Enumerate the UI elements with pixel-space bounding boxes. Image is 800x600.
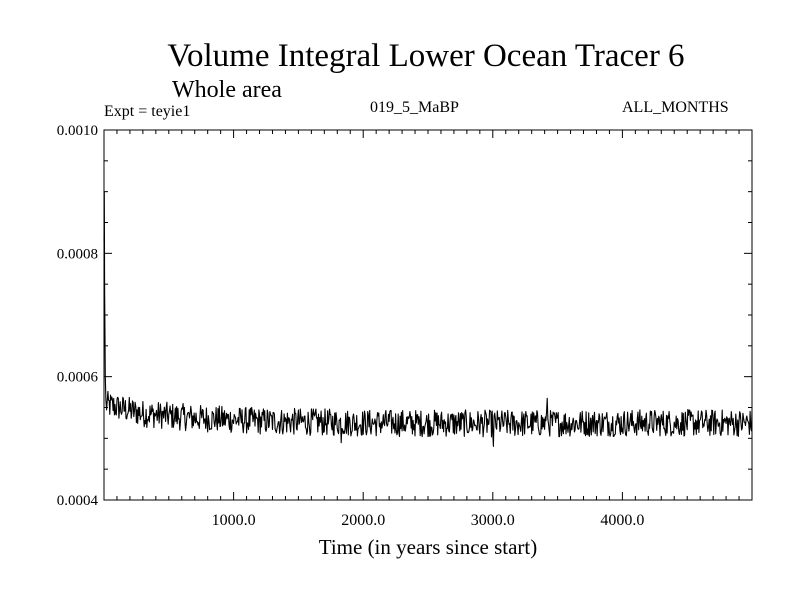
y-tick-label: 0.0010 [57, 123, 98, 139]
x-axis-label: Time (in years since start) [318, 535, 538, 559]
months-label: ALL_MONTHS [622, 99, 729, 116]
y-tick-label: 0.0006 [57, 370, 99, 386]
chart-title: Volume Integral Lower Ocean Tracer 6 [167, 38, 685, 74]
x-tick-label: 3000.0 [471, 512, 515, 529]
x-tick-label: 4000.0 [600, 512, 644, 529]
experiment-label: Expt = teyie1 [104, 103, 191, 120]
axis-ticks: 1000.0 2000.0 3000.0 4000.0 0.0004 0.0006 0.00… [57, 123, 752, 529]
x-tick-label: 2000.0 [341, 512, 385, 529]
y-tick-label: 0.0004 [57, 493, 99, 509]
plot-frame [103, 129, 753, 501]
x-tick-label: 1000.0 [212, 512, 256, 529]
series-line [103, 191, 753, 447]
y-tick-label: 0.0008 [57, 246, 98, 262]
series-group [103, 191, 753, 447]
chart-subtitle: Whole area [172, 77, 282, 103]
period-label: 019_5_MaBP [370, 99, 459, 116]
